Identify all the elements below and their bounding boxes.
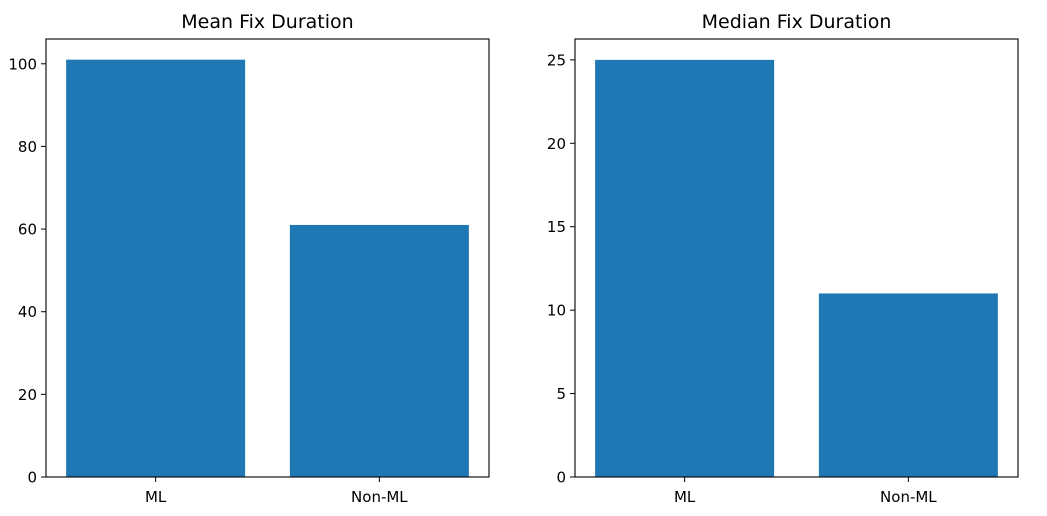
x-axis-ticks: ML Non-ML (145, 477, 408, 506)
x-tick-label: ML (145, 488, 167, 506)
y-tick-label: 20 (547, 135, 566, 153)
plot-frame (45, 38, 490, 478)
plot-frame (574, 38, 1019, 478)
mean-fix-duration-chart: Mean Fix Duration 0 20 40 60 80 100 ML Non-ML (8, 11, 490, 506)
y-tick-label: 60 (18, 221, 37, 239)
bar-non-ml (818, 293, 998, 477)
chart-title: Median Fix Duration (702, 11, 892, 33)
x-tick-label: ML (674, 488, 696, 506)
y-axis-ticks: 0 5 10 15 20 25 (547, 51, 575, 487)
x-tick-label: Non-ML (880, 488, 937, 506)
bar-series (595, 59, 998, 477)
x-axis-ticks: ML Non-ML (674, 477, 937, 506)
y-tick-label: 100 (8, 55, 37, 73)
bar-ml (595, 59, 775, 477)
y-tick-label: 20 (18, 386, 37, 404)
x-tick-label: Non-ML (351, 488, 408, 506)
y-tick-label: 0 (556, 469, 566, 487)
y-tick-label: 40 (18, 303, 37, 321)
y-tick-label: 25 (547, 51, 566, 69)
y-tick-label: 80 (18, 138, 37, 156)
bar-series (66, 59, 469, 478)
bar-non-ml (289, 224, 469, 477)
y-tick-label: 10 (547, 302, 566, 320)
y-tick-label: 15 (547, 218, 566, 236)
y-tick-label: 0 (27, 469, 37, 487)
chart-title: Mean Fix Duration (181, 11, 353, 33)
y-axis-ticks: 0 20 40 60 80 100 (8, 55, 46, 487)
bar-ml (66, 59, 246, 478)
y-tick-label: 5 (556, 385, 566, 403)
median-fix-duration-chart: Median Fix Duration 0 5 10 15 20 25 ML Non-ML (547, 11, 1019, 506)
